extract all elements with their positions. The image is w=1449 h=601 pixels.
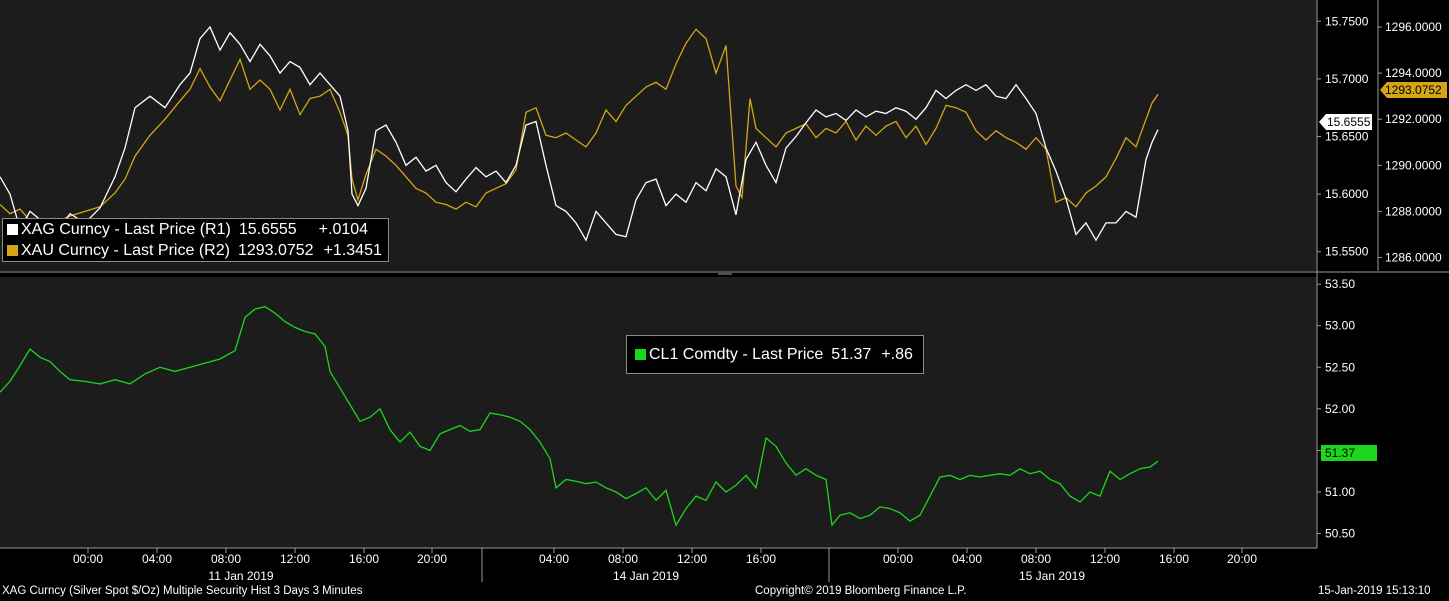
x-tick-label: 08:00 xyxy=(608,552,638,566)
xag-last-price-tag: 15.6555 xyxy=(1319,114,1372,130)
tick-label: 1292.0000 xyxy=(1385,112,1442,126)
xau-tag-text: 1293.0752 xyxy=(1385,83,1442,97)
tick-label: 52.50 xyxy=(1325,360,1355,374)
cl1-price-line xyxy=(0,305,1159,527)
legend-value-cl1: 51.37 xyxy=(831,345,872,363)
tick-label: 15.6500 xyxy=(1325,130,1369,144)
legend-row-xau[interactable]: XAU Curncy - Last Price (R2) 1293.0752 +… xyxy=(3,240,388,261)
legend-change-xag: +.0104 xyxy=(318,220,369,238)
legend-value-xau: 1293.0752 xyxy=(237,241,314,259)
legend-change-xau: +1.3451 xyxy=(323,241,382,259)
x-tick-label: 04:00 xyxy=(142,552,172,566)
tick-label: 1294.0000 xyxy=(1385,66,1442,80)
tick-label: 53.50 xyxy=(1325,277,1355,291)
x-tick-label: 12:00 xyxy=(280,552,310,566)
footer-description: XAG Curncy (Silver Spot $/Oz) Multiple S… xyxy=(2,585,363,597)
x-tick-label: 16:00 xyxy=(746,552,776,566)
r2-axis-ticks: 1296.0000 1294.0000 1292.0000 1290.0000 1288… xyxy=(1378,20,1442,264)
cl1-tag-text: 51.37 xyxy=(1325,446,1355,460)
tick-label: 53.00 xyxy=(1325,319,1355,333)
tick-label: 15.6000 xyxy=(1325,187,1369,201)
cl1-swatch xyxy=(635,349,646,360)
xau-last-price-tag: 1293.0752 xyxy=(1380,82,1447,98)
footer-copyright: Copyright© 2019 Bloomberg Finance L.P. xyxy=(755,585,967,597)
xag-swatch xyxy=(7,224,18,235)
tick-label: 1286.0000 xyxy=(1385,250,1442,264)
tick-label: 50.50 xyxy=(1325,527,1355,541)
xag-tag-text: 15.6555 xyxy=(1327,115,1371,129)
legend-name-xag: XAG Curncy - Last Price (R1) xyxy=(21,220,231,238)
tick-label: 1296.0000 xyxy=(1385,20,1442,34)
x-tick-label: 08:00 xyxy=(211,552,241,566)
x-tick-label: 04:00 xyxy=(539,552,569,566)
tick-label: 15.7000 xyxy=(1325,72,1369,86)
tick-label: 1288.0000 xyxy=(1385,204,1442,218)
tick-label: 15.5500 xyxy=(1325,245,1369,259)
xag-price-line xyxy=(0,25,1159,242)
lower-panel-background xyxy=(0,277,1317,548)
lower-legend: CL1 Comdty - Last Price 51.37 +.86 xyxy=(626,335,924,374)
x-date-label: 15 Jan 2019 xyxy=(1019,569,1085,583)
x-tick-label: 20:00 xyxy=(1227,552,1257,566)
legend-name-xau: XAU Curncy - Last Price (R2) xyxy=(21,241,230,259)
legend-name-cl1: CL1 Comdty - Last Price xyxy=(649,345,824,363)
xau-swatch xyxy=(7,245,18,256)
x-date-label: 14 Jan 2019 xyxy=(613,569,679,583)
x-tick-label: 00:00 xyxy=(73,552,103,566)
legend-value-xag: 15.6555 xyxy=(238,220,297,238)
x-tick-label: 12:00 xyxy=(677,552,707,566)
legend-row-cl1[interactable]: CL1 Comdty - Last Price 51.37 +.86 xyxy=(631,344,919,365)
tick-label: 52.00 xyxy=(1325,402,1355,416)
x-tick-label: 12:00 xyxy=(1090,552,1120,566)
x-tick-label: 04:00 xyxy=(952,552,982,566)
footer-timestamp: 15-Jan-2019 15:13:10 xyxy=(1318,585,1431,597)
x-tick-label: 16:00 xyxy=(349,552,379,566)
cl1-last-price-tag: 51.37 xyxy=(1321,445,1377,461)
x-date-label: 11 Jan 2019 xyxy=(208,569,273,583)
x-tick-label: 20:00 xyxy=(417,552,447,566)
legend-row-xag[interactable]: XAG Curncy - Last Price (R1) 15.6555 +.0… xyxy=(3,219,388,240)
legend-change-cl1: +.86 xyxy=(881,345,913,363)
r1-axis-ticks: 15.7500 15.7000 15.6500 15.6000 15.5500 xyxy=(1317,14,1369,259)
x-tick-label: 08:00 xyxy=(1021,552,1051,566)
x-tick-label: 16:00 xyxy=(1159,552,1189,566)
tick-label: 15.7500 xyxy=(1325,14,1369,28)
tick-label: 51.00 xyxy=(1325,485,1355,499)
xau-price-line xyxy=(0,28,1159,231)
x-tick-label: 00:00 xyxy=(883,552,913,566)
upper-legend: XAG Curncy - Last Price (R1) 15.6555 +.0… xyxy=(2,218,389,262)
tick-label: 1290.0000 xyxy=(1385,158,1442,172)
x-axis-ticks: 00:00 04:00 08:00 12:00 16:00 20:00 04:00 08:00… xyxy=(73,548,1257,583)
